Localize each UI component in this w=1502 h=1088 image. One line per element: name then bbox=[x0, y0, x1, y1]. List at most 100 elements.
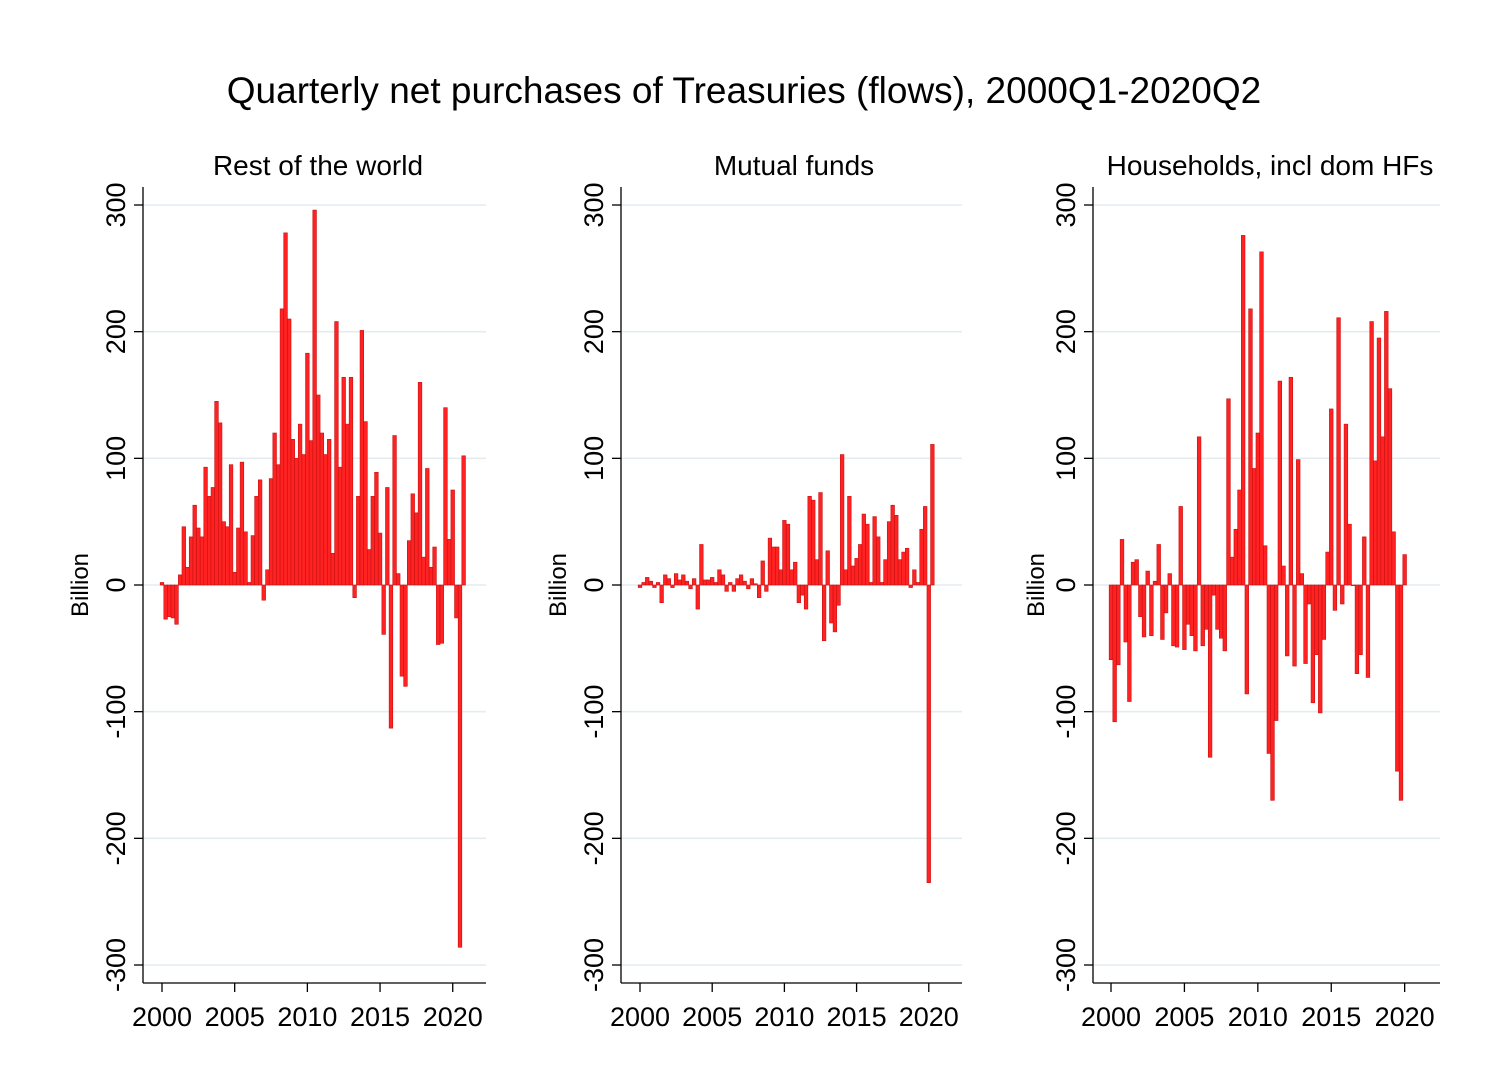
panel-households: Households, incl dom HFs Billion -300 -20… bbox=[1023, 150, 1440, 1032]
bar bbox=[648, 580, 653, 586]
bar bbox=[199, 536, 205, 586]
y-axis-label: Billion bbox=[545, 553, 572, 617]
bar bbox=[163, 584, 168, 620]
bar bbox=[221, 521, 226, 586]
bar bbox=[872, 516, 877, 586]
bar bbox=[1369, 321, 1374, 586]
bar bbox=[443, 407, 448, 586]
bar bbox=[757, 584, 762, 598]
y-tick-label: 0 bbox=[1051, 577, 1081, 592]
bar bbox=[677, 579, 682, 586]
bar bbox=[1402, 554, 1407, 586]
bar bbox=[1163, 584, 1169, 614]
bar bbox=[652, 584, 657, 588]
bar bbox=[1303, 584, 1308, 664]
bar bbox=[1373, 460, 1378, 586]
bar bbox=[272, 432, 277, 586]
bar bbox=[673, 573, 679, 586]
bar bbox=[1395, 584, 1400, 772]
bar bbox=[876, 536, 881, 586]
bar bbox=[250, 535, 255, 586]
bar bbox=[308, 440, 314, 586]
x-tick-label: 2000 bbox=[610, 1002, 670, 1032]
y-tick-label: -300 bbox=[579, 938, 609, 992]
bar bbox=[377, 532, 383, 586]
bar bbox=[926, 584, 931, 883]
bar bbox=[192, 504, 197, 586]
x-tick-label: 2020 bbox=[1375, 1002, 1435, 1032]
x-tick-label: 2015 bbox=[350, 1002, 410, 1032]
bar bbox=[1347, 523, 1352, 586]
bar bbox=[316, 394, 321, 586]
bar bbox=[174, 584, 179, 625]
bar bbox=[767, 537, 773, 586]
bar bbox=[854, 558, 859, 586]
bar bbox=[323, 454, 328, 586]
bar bbox=[185, 566, 190, 586]
bar bbox=[915, 582, 921, 586]
bar bbox=[775, 546, 780, 586]
bar bbox=[1318, 584, 1323, 714]
bar bbox=[1193, 584, 1198, 652]
panel-title: Rest of the world bbox=[213, 150, 423, 181]
bar bbox=[1321, 584, 1327, 640]
bar bbox=[1299, 573, 1305, 586]
bar bbox=[341, 376, 346, 586]
y-tick-label: -100 bbox=[579, 685, 609, 739]
panel-title: Households, incl dom HFs bbox=[1107, 150, 1434, 181]
bar bbox=[1174, 584, 1180, 648]
x-tick-label: 2010 bbox=[277, 1002, 337, 1032]
bar bbox=[901, 551, 906, 586]
bar bbox=[847, 496, 852, 586]
bar bbox=[894, 515, 899, 586]
bar bbox=[203, 466, 208, 586]
bar bbox=[692, 578, 697, 586]
bar bbox=[1108, 584, 1114, 661]
y-tick-label: 200 bbox=[579, 309, 609, 354]
bar bbox=[637, 584, 643, 588]
bar bbox=[374, 471, 379, 586]
bar bbox=[1343, 423, 1349, 586]
bar bbox=[688, 584, 693, 590]
bar bbox=[735, 578, 740, 586]
bar bbox=[645, 577, 650, 586]
bar bbox=[345, 423, 350, 586]
bar bbox=[392, 435, 397, 586]
bar bbox=[181, 526, 186, 586]
bar bbox=[905, 547, 910, 586]
bar bbox=[218, 422, 223, 586]
bar bbox=[1307, 584, 1312, 605]
bar bbox=[829, 584, 834, 624]
bar bbox=[1354, 584, 1360, 674]
bar bbox=[868, 582, 874, 586]
bar bbox=[1277, 380, 1282, 586]
bar bbox=[1340, 584, 1345, 605]
bar bbox=[800, 584, 805, 596]
bar bbox=[1141, 584, 1147, 638]
bar bbox=[1116, 584, 1121, 666]
y-tick-label: 100 bbox=[101, 436, 131, 481]
y-tick-label: -200 bbox=[1051, 811, 1081, 865]
bar bbox=[890, 504, 895, 586]
bar bbox=[738, 574, 744, 586]
bar bbox=[1196, 436, 1202, 586]
y-tick-label: -100 bbox=[1051, 685, 1081, 739]
y-tick-label: 300 bbox=[579, 182, 609, 227]
bar bbox=[1167, 573, 1172, 586]
bar bbox=[1226, 398, 1231, 586]
bar bbox=[782, 520, 787, 586]
bar bbox=[1149, 584, 1154, 636]
y-tick-label: 100 bbox=[1051, 436, 1081, 481]
x-tick-label: 2005 bbox=[682, 1002, 742, 1032]
x-tick-label: 2010 bbox=[1228, 1002, 1288, 1032]
bar bbox=[1329, 408, 1334, 586]
y-tick-label: 100 bbox=[579, 436, 609, 481]
bar bbox=[720, 574, 726, 586]
bar bbox=[279, 308, 285, 586]
x-tick-label: 2005 bbox=[1154, 1002, 1214, 1032]
bar bbox=[170, 584, 176, 619]
bar bbox=[265, 569, 270, 586]
bar bbox=[356, 496, 361, 586]
bar bbox=[225, 526, 230, 586]
bar bbox=[417, 382, 423, 586]
